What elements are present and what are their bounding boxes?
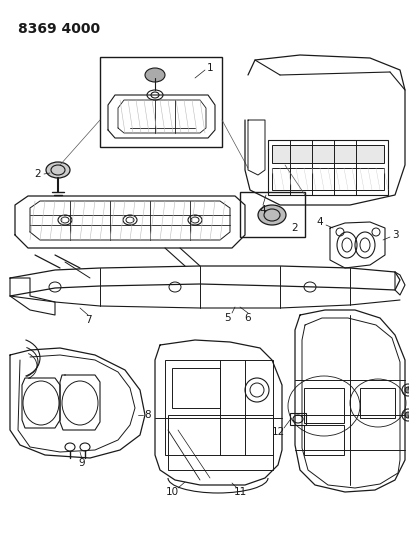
Ellipse shape xyxy=(257,205,285,225)
Bar xyxy=(168,415,272,470)
Text: 3: 3 xyxy=(391,230,397,240)
Bar xyxy=(239,192,304,237)
Ellipse shape xyxy=(46,162,70,178)
Bar xyxy=(303,388,343,423)
Text: 4: 4 xyxy=(316,217,323,227)
Text: 7: 7 xyxy=(85,315,91,325)
Text: 10: 10 xyxy=(165,487,178,497)
Text: 8: 8 xyxy=(144,410,151,420)
Bar xyxy=(271,168,383,190)
Bar xyxy=(172,368,220,408)
Text: 1: 1 xyxy=(206,63,213,73)
Bar xyxy=(100,57,221,147)
Text: 9: 9 xyxy=(79,458,85,468)
Bar xyxy=(303,425,343,455)
Text: 11: 11 xyxy=(233,487,246,497)
Text: 4: 4 xyxy=(259,205,266,215)
Bar xyxy=(267,140,387,195)
Text: 5: 5 xyxy=(224,313,231,323)
Bar xyxy=(164,360,272,455)
Text: 6: 6 xyxy=(244,313,251,323)
Bar xyxy=(271,145,383,163)
Text: 2: 2 xyxy=(291,223,298,233)
Text: 8369 4000: 8369 4000 xyxy=(18,22,100,36)
Text: 12: 12 xyxy=(271,427,284,437)
Bar xyxy=(359,388,394,418)
Text: 2: 2 xyxy=(35,169,41,179)
Ellipse shape xyxy=(404,387,409,393)
Bar xyxy=(289,413,305,425)
Ellipse shape xyxy=(145,68,164,82)
Ellipse shape xyxy=(404,412,409,418)
